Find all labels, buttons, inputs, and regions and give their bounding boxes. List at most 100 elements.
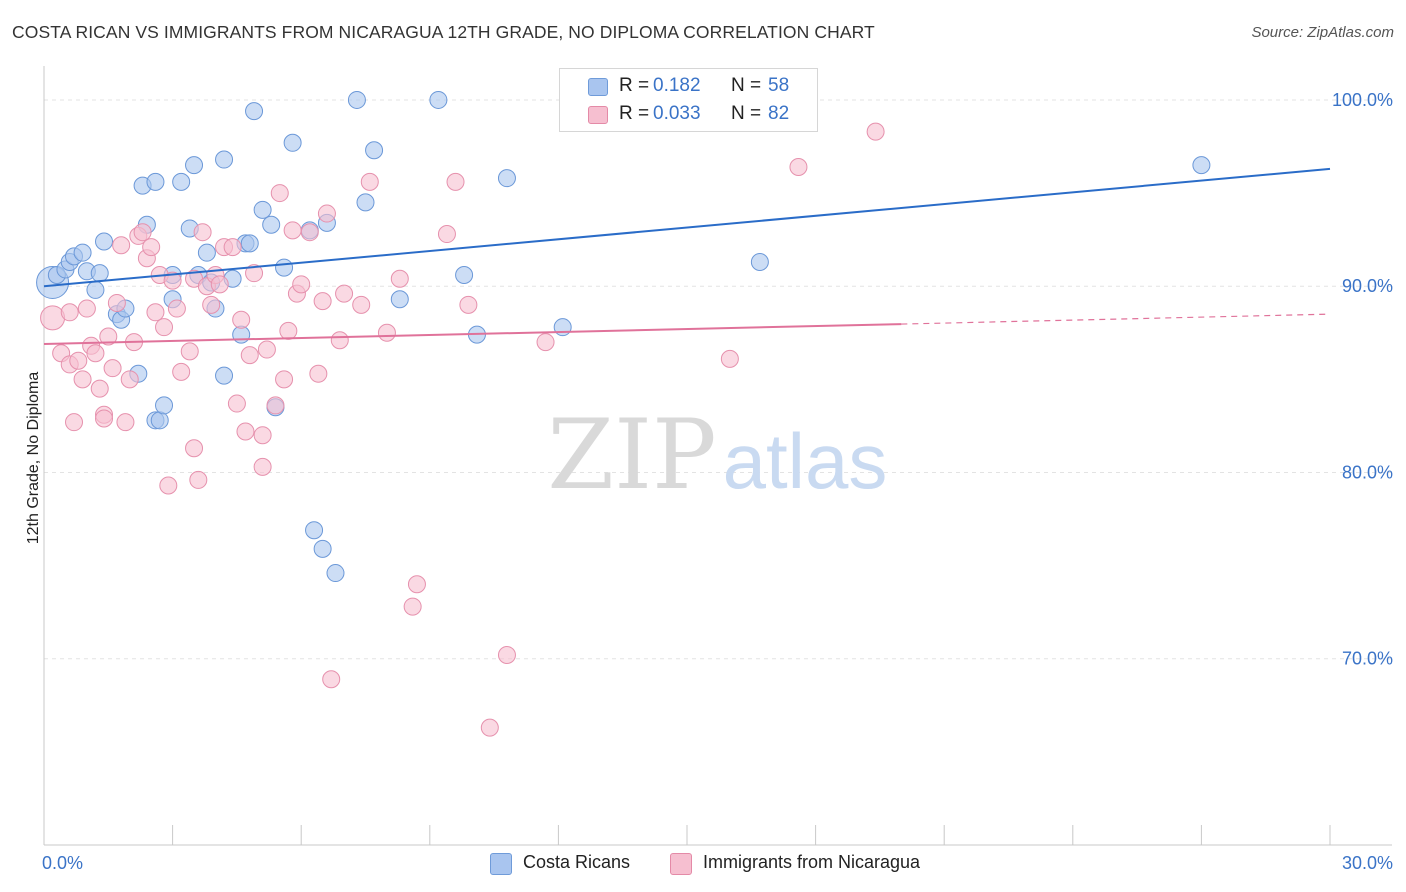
- nicaragua-point: [185, 439, 204, 458]
- nicaragua-point: [90, 379, 109, 398]
- nicaragua-point: [172, 362, 191, 381]
- costa-rican-point: [1192, 156, 1211, 175]
- costa-rican-point: [497, 169, 516, 188]
- y-axis-label: 12th Grade, No Diploma: [25, 372, 42, 545]
- nicaragua-point: [309, 364, 328, 383]
- nicaragua-point: [133, 223, 152, 242]
- nicaragua-point: [112, 236, 131, 255]
- nicaragua-point: [142, 238, 161, 257]
- legend-row-nicaragua: R = 0.033 N = 82: [560, 101, 817, 127]
- nicaragua-point: [536, 333, 555, 352]
- nicaragua-point: [95, 409, 114, 428]
- nicaragua-point: [270, 184, 289, 203]
- costa-rican-point: [305, 521, 324, 540]
- costa-rican-point: [313, 539, 332, 558]
- nicaragua-point: [283, 221, 302, 240]
- nicaragua-point: [866, 122, 885, 141]
- costa-rican-point: [390, 290, 409, 309]
- r-value: 0.182: [653, 75, 701, 96]
- costa-rican-point: [197, 243, 216, 262]
- nicaragua-point: [335, 284, 354, 303]
- nicaragua-point: [73, 370, 92, 389]
- nicaragua-point: [159, 476, 178, 495]
- n-value: 58: [768, 75, 790, 96]
- nicaragua-swatch: [588, 106, 608, 124]
- costa-ricans-swatch: [588, 78, 608, 96]
- nicaragua-point: [163, 271, 182, 290]
- nicaragua-point: [352, 295, 371, 314]
- nicaragua-point: [180, 342, 199, 361]
- nicaragua-point: [60, 303, 79, 322]
- nicaragua-point: [403, 597, 422, 616]
- costa-rican-point: [245, 102, 264, 121]
- costa-rican-point: [429, 90, 448, 109]
- costa-rican-point: [95, 232, 114, 251]
- nicaragua-point: [390, 269, 409, 288]
- costa-rican-point: [553, 318, 572, 337]
- nicaragua-point: [459, 295, 478, 314]
- costa-ricans-swatch: [490, 853, 512, 875]
- nicaragua-point: [155, 318, 174, 337]
- chart-title: COSTA RICAN VS IMMIGRANTS FROM NICARAGUA…: [12, 22, 875, 42]
- nicaragua-point: [193, 223, 212, 242]
- r-value: 0.033: [653, 103, 701, 124]
- costa-rican-point: [455, 266, 474, 285]
- costa-rican-point: [73, 243, 92, 262]
- costa-rican-point: [150, 411, 169, 430]
- costa-rican-point: [750, 252, 769, 271]
- nicaragua-point: [232, 310, 251, 329]
- nicaragua-point: [236, 422, 255, 441]
- nicaragua-point: [292, 275, 311, 294]
- nicaragua-point: [322, 670, 341, 689]
- series-name: Immigrants from Nicaragua: [703, 852, 921, 872]
- costa-rican-point: [86, 280, 105, 299]
- nicaragua-point: [789, 157, 808, 176]
- nicaragua-point: [317, 204, 336, 223]
- nicaragua-point: [275, 370, 294, 389]
- costa-rican-point: [283, 133, 302, 152]
- nicaragua-point: [223, 238, 242, 257]
- costa-rican-point: [215, 150, 234, 169]
- n-label: N =: [731, 75, 762, 96]
- nicaragua-point: [253, 457, 272, 476]
- y-tick-label: 90.0%: [1342, 276, 1393, 296]
- costa-rican-point: [155, 396, 174, 415]
- costa-rican-point: [215, 366, 234, 385]
- nicaragua-point: [377, 323, 396, 342]
- nicaragua-point: [116, 413, 135, 432]
- nicaragua-point: [480, 718, 499, 737]
- costa-rican-point: [326, 564, 345, 583]
- y-tick-label: 80.0%: [1342, 462, 1393, 482]
- costa-rican-point: [262, 215, 281, 234]
- nicaragua-point: [227, 394, 246, 413]
- x-tick-label: 0.0%: [42, 853, 83, 873]
- nicaragua-point: [300, 223, 319, 242]
- nicaragua-point: [103, 359, 122, 378]
- nicaragua-point: [107, 293, 126, 312]
- nicaragua-point: [720, 349, 739, 368]
- nicaragua-trend-extension: [901, 313, 1331, 325]
- nicaragua-point: [202, 295, 221, 314]
- nicaragua-point: [330, 331, 349, 350]
- n-label: N =: [731, 103, 762, 124]
- watermark-zip: ZIP: [547, 399, 716, 511]
- costa-rican-point: [253, 200, 272, 219]
- nicaragua-point: [65, 413, 84, 432]
- nicaragua-point: [313, 292, 332, 311]
- nicaragua-point: [40, 305, 66, 331]
- nicaragua-trend-line: [43, 323, 902, 345]
- nicaragua-point: [253, 426, 272, 445]
- costa-rican-point: [172, 172, 191, 191]
- nicaragua-point: [279, 321, 298, 340]
- nicaragua-point: [266, 396, 285, 415]
- nicaragua-point: [360, 172, 379, 191]
- r-label: R =: [619, 75, 650, 96]
- nicaragua-point: [189, 470, 208, 489]
- x-tick-label: 30.0%: [1342, 853, 1393, 873]
- nicaragua-point: [99, 327, 118, 346]
- y-tick-label: 100.0%: [1332, 90, 1393, 110]
- stats-legend: R = 0.182 N = 58 R = 0.033 N = 82: [559, 68, 818, 132]
- series-name: Costa Ricans: [523, 852, 631, 872]
- nicaragua-point: [497, 646, 516, 665]
- costa-rican-point: [365, 141, 384, 160]
